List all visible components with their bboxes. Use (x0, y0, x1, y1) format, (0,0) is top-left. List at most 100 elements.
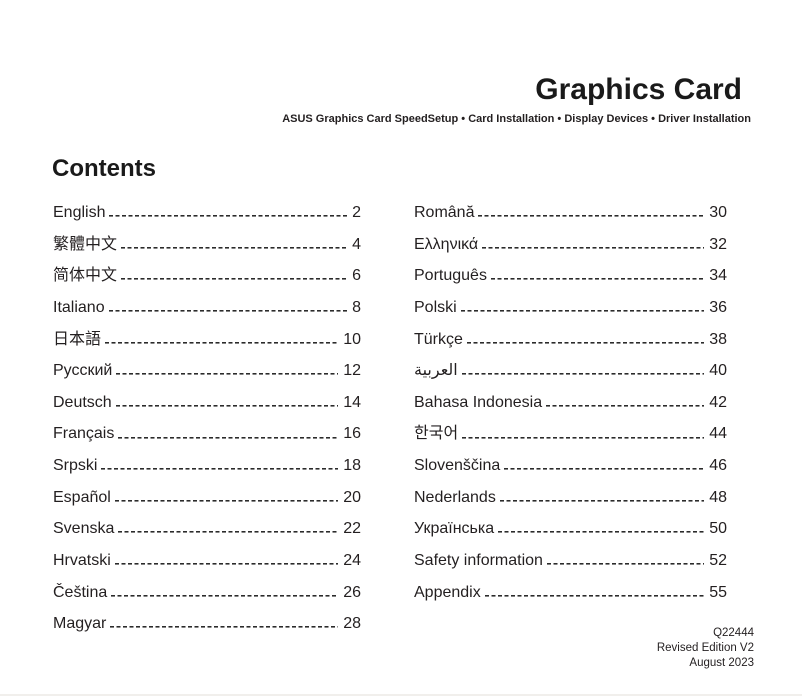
toc-entry-page-number: 26 (343, 583, 361, 601)
toc-entry-page-number: 34 (709, 267, 727, 285)
toc-entry-page-number: 42 (709, 393, 727, 411)
page-bottom-edge-line (0, 694, 802, 696)
toc-leader-dashes (118, 513, 339, 546)
toc-entry[interactable]: Magyar 28 (53, 608, 361, 640)
page-header: Graphics Card ASUS Graphics Card SpeedSe… (282, 74, 751, 126)
toc-entry-page-number: 48 (709, 488, 727, 506)
toc-entry-label: Türkçe (414, 330, 463, 348)
toc-leader-dashes (116, 355, 339, 387)
toc-entry-label: 简体中文 (53, 267, 118, 285)
toc-column-right: Română 30 Ελληνικά 32 Português 34 Polsk… (414, 197, 727, 609)
toc-leader-dashes (114, 545, 339, 577)
footer-part-number: Q22444 (713, 627, 754, 639)
toc-entry[interactable]: Türkçe 38 (414, 323, 727, 356)
toc-entry-label: 한국어 (414, 425, 459, 443)
toc-leader-dashes (498, 513, 705, 546)
toc-entry-label: Slovenščina (414, 457, 501, 475)
footer-edition: Revised Edition V2 (656, 642, 754, 654)
toc-entry[interactable]: Português 34 (414, 260, 727, 292)
toc-entry-page-number: 22 (343, 520, 361, 538)
toc-entry[interactable]: Español 20 (53, 481, 361, 514)
toc-leader-dashes (121, 260, 348, 292)
toc-entry[interactable]: Italiano 8 (53, 291, 361, 324)
toc-leader-dashes (478, 197, 705, 229)
toc-entry[interactable]: 繁體中文 4 (53, 228, 361, 261)
toc-entry[interactable]: English 2 (53, 197, 361, 229)
toc-entry[interactable]: Bahasa Indonesia 42 (414, 386, 727, 419)
toc-entry-page-number: 30 (709, 204, 727, 221)
toc-entry[interactable]: Slovenščina 46 (414, 450, 727, 482)
toc-leader-dashes (546, 545, 705, 577)
toc-entry[interactable]: Українська 50 (414, 513, 727, 546)
toc-leader-dashes (466, 323, 705, 356)
toc-entry-label: Italiano (53, 298, 105, 316)
toc-entry-page-number: 32 (709, 235, 727, 253)
toc-entry-label: العربية (414, 362, 458, 380)
toc-entry[interactable]: Safety information 52 (414, 545, 727, 577)
toc-entry[interactable]: Русский 12 (53, 355, 361, 387)
toc-entry-page-number: 4 (352, 235, 361, 253)
toc-entry[interactable]: Ελληνικά 32 (414, 228, 727, 261)
page-footer: Q22444 Revised Edition V2 August 2023 (657, 626, 754, 671)
toc-leader-dashes (109, 197, 348, 229)
toc-entry-label: Magyar (53, 615, 107, 633)
toc-entry-label: Polski (414, 298, 457, 316)
toc-entry-page-number: 36 (709, 298, 727, 316)
toc-leader-dashes (490, 260, 705, 292)
toc-entry-page-number: 16 (343, 425, 361, 443)
toc-entry-page-number: 52 (709, 552, 727, 570)
toc-entry-label: Deutsch (53, 393, 112, 411)
toc-entry[interactable]: Nederlands 48 (414, 481, 727, 514)
toc-entry[interactable]: Appendix 55 (414, 576, 727, 609)
toc-entry[interactable]: Čeština 26 (53, 576, 361, 609)
toc-entry-page-number: 8 (352, 298, 361, 316)
toc-entry-label: Čeština (53, 583, 108, 601)
document-subtitle: ASUS Graphics Card SpeedSetup • Card Ins… (282, 113, 751, 125)
toc-entry-label: Nederlands (414, 488, 496, 506)
footer-date: August 2023 (689, 657, 754, 669)
toc-entry-page-number: 14 (343, 393, 361, 411)
toc-entry[interactable]: Română 30 (414, 197, 727, 229)
toc-entry-label: Svenska (53, 520, 115, 538)
toc-leader-dashes (504, 450, 705, 482)
toc-entry[interactable]: العربية 40 (414, 355, 727, 387)
toc-leader-dashes (462, 418, 705, 451)
toc-entry-page-number: 44 (709, 425, 727, 443)
toc-entry[interactable]: 简体中文 6 (53, 260, 361, 292)
toc-entry[interactable]: Svenska 22 (53, 513, 361, 546)
toc-entry-label: Appendix (414, 583, 481, 601)
toc-entry-page-number: 20 (343, 488, 361, 506)
toc-entry-label: Română (414, 204, 475, 221)
toc-leader-dashes (108, 291, 348, 324)
toc-entry[interactable]: 한국어 44 (414, 418, 727, 451)
toc-entry-page-number: 28 (343, 615, 361, 633)
toc-entry[interactable]: Deutsch 14 (53, 386, 361, 419)
toc-entry-page-number: 38 (709, 330, 727, 348)
toc-leader-dashes (105, 323, 339, 356)
document-title: Graphics Card (535, 73, 742, 106)
toc-entry-page-number: 55 (709, 583, 727, 601)
toc-leader-dashes (482, 228, 705, 261)
toc-entry-page-number: 6 (352, 267, 361, 285)
toc-leader-dashes (460, 291, 705, 324)
toc-entry-page-number: 50 (709, 520, 727, 538)
toc-entry-page-number: 46 (709, 457, 727, 475)
toc-entry[interactable]: Français 16 (53, 418, 361, 451)
toc-entry[interactable]: 日本語 10 (53, 323, 361, 356)
toc-leader-dashes (461, 355, 705, 387)
toc-entry-label: Srpski (53, 457, 98, 475)
toc-entry-label: Bahasa Indonesia (414, 393, 543, 411)
toc-leader-dashes (111, 576, 339, 609)
toc-entry[interactable]: Hrvatski 24 (53, 545, 361, 577)
toc-entry-label: Français (53, 425, 115, 443)
toc-entry[interactable]: Polski 36 (414, 291, 727, 324)
toc-entry-label: Safety information (414, 552, 543, 570)
toc-leader-dashes (115, 386, 339, 419)
contents-heading: Contents (52, 155, 156, 182)
toc-column-left: English 2 繁體中文 4 简体中文 6 Italiano 8 日本語 1… (53, 197, 361, 640)
toc-entry[interactable]: Srpski 18 (53, 450, 361, 482)
toc-entry-page-number: 12 (343, 362, 361, 380)
toc-leader-dashes (114, 481, 339, 514)
toc-entry-label: 日本語 (53, 330, 102, 348)
toc-leader-dashes (484, 576, 705, 609)
